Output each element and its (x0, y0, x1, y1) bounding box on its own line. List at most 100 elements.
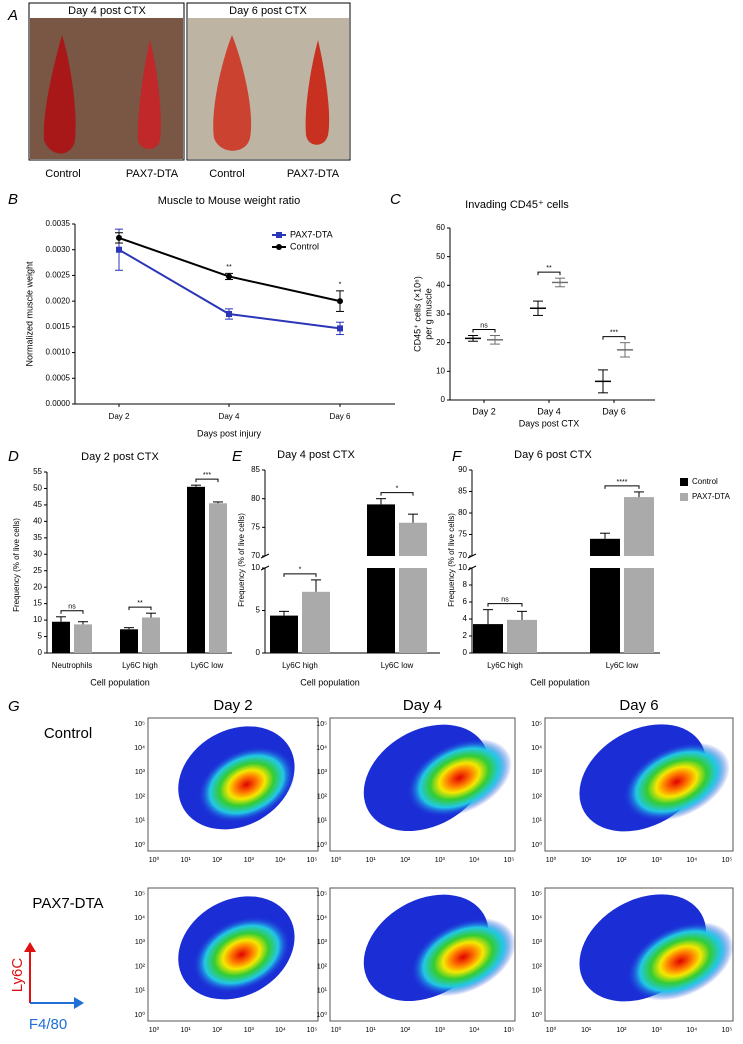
y-tick-label: 35 (33, 533, 42, 542)
y-tick-label: 0.0005 (46, 373, 71, 382)
significance-bracket (195, 478, 219, 483)
bar (187, 486, 205, 653)
x-tick-label: 10¹ (366, 857, 377, 864)
x-tick-label: Day 2 (109, 412, 130, 421)
y-tick-label: 70 (458, 551, 467, 560)
bar (209, 503, 227, 653)
chart-title: Muscle to Mouse weight ratio (158, 195, 300, 207)
photo-panel: A Day 4 post CTX Day 6 post CTX Control … (7, 2, 351, 180)
y-tick-label: 80 (458, 508, 467, 517)
y-tick-label: 45 (33, 500, 42, 509)
y-tick-label: 90 (458, 465, 467, 474)
x-tick-label: 10³ (652, 857, 663, 864)
y-tick-label: 50 (436, 252, 445, 261)
y-tick-label: 55 (33, 467, 42, 476)
bar (367, 568, 395, 653)
muscle (43, 35, 76, 154)
y-tick-label: 10 (33, 615, 42, 624)
x-tick-label: Day 4 (219, 412, 240, 421)
photo-header: Day 6 post CTX (229, 5, 307, 17)
arrow-head (24, 942, 36, 952)
y-tick-label: 10⁵ (316, 721, 327, 728)
muscle (305, 40, 330, 145)
y-axis-label: Frequency (% of live cells) (237, 513, 246, 607)
axis-break (467, 565, 477, 571)
x-tick-label: 10⁰ (546, 1026, 557, 1034)
y-tick-label: 6 (463, 597, 468, 606)
y-tick-label: 10³ (532, 939, 543, 946)
y-tick-label: 0 (38, 648, 43, 657)
density-core (407, 738, 512, 817)
x-tick-label: Ly6C high (282, 661, 318, 670)
x-tick-label: 10⁵ (307, 1027, 318, 1034)
y-tick-label: 10⁵ (134, 721, 145, 728)
bar (399, 522, 427, 556)
density-plot (178, 896, 295, 1000)
y-axis-label: Ly6C (9, 958, 26, 993)
y-tick-label: 10⁴ (134, 745, 145, 752)
y-tick-label: 10³ (532, 769, 543, 776)
x-tick-label: 10¹ (181, 857, 192, 864)
x-axis-label: F4/80 (29, 1016, 67, 1033)
density-plot (579, 894, 733, 1002)
x-tick-label: 10⁰ (331, 856, 342, 864)
column-label: Day 6 (619, 697, 658, 714)
density-plot (579, 724, 730, 832)
muscle (137, 40, 161, 149)
panel-letter: E (232, 448, 243, 465)
y-tick-label: 10⁰ (531, 841, 542, 849)
bar (52, 621, 70, 653)
legend-label: PAX7-DTA (692, 492, 731, 501)
legend-label: Control (692, 477, 718, 486)
bar (507, 619, 537, 653)
density-plot (178, 726, 296, 830)
significance: **** (617, 479, 628, 486)
y-tick-label: 10⁵ (316, 891, 327, 898)
density-core (623, 742, 730, 822)
x-tick-label: 10⁰ (331, 1026, 342, 1034)
x-tick-label: Ly6C low (606, 661, 639, 670)
y-tick-label: 0 (441, 395, 446, 404)
y-tick-label: 0 (463, 648, 468, 657)
y-tick-label: 10⁵ (134, 891, 145, 898)
y-tick-label: 80 (251, 494, 260, 503)
x-axis-label: Cell population (300, 677, 360, 687)
x-tick-label: 10³ (244, 1027, 255, 1034)
y-tick-label: 40 (33, 516, 42, 525)
y-tick-label: 10⁴ (531, 745, 542, 752)
x-tick-label: 10⁴ (469, 857, 480, 864)
y-tick-label: 10² (135, 963, 146, 970)
y-tick-label: 70 (251, 551, 260, 560)
significance: * (299, 567, 302, 574)
y-tick-label: 4 (463, 614, 468, 623)
significance: *** (610, 330, 618, 337)
x-tick-label: 10¹ (581, 1027, 592, 1034)
x-tick-label: Day 6 (602, 406, 626, 416)
y-tick-label: 2 (463, 631, 468, 640)
bar (367, 504, 395, 556)
x-tick-label: 10² (616, 1027, 627, 1034)
x-tick-label: 10⁰ (149, 856, 160, 864)
chart-title: Day 2 post CTX (81, 451, 159, 463)
density-core (193, 916, 290, 993)
density-core (627, 921, 733, 1001)
y-tick-label: 25 (33, 566, 42, 575)
y-tick-label: 0.0000 (46, 399, 71, 408)
y-tick-label: 10¹ (317, 818, 328, 825)
chart-title: Day 4 post CTX (277, 449, 355, 461)
y-tick-label: 10⁴ (134, 915, 145, 922)
significance: ns (68, 604, 76, 611)
y-tick-label: 10² (532, 793, 543, 800)
x-tick-label: Ly6C high (487, 661, 523, 670)
panel-letter: F (452, 448, 462, 465)
y-axis-label: per g muscle (423, 288, 433, 340)
y-tick-label: 10² (317, 793, 328, 800)
y-tick-label: 40 (436, 280, 445, 289)
marker (226, 311, 232, 317)
x-tick-label: 10² (212, 857, 223, 864)
x-tick-label: 10⁵ (504, 1027, 515, 1034)
x-tick-label: 10³ (435, 1027, 446, 1034)
bar (590, 568, 620, 653)
marker (337, 325, 343, 332)
plot-frame (544, 717, 734, 852)
